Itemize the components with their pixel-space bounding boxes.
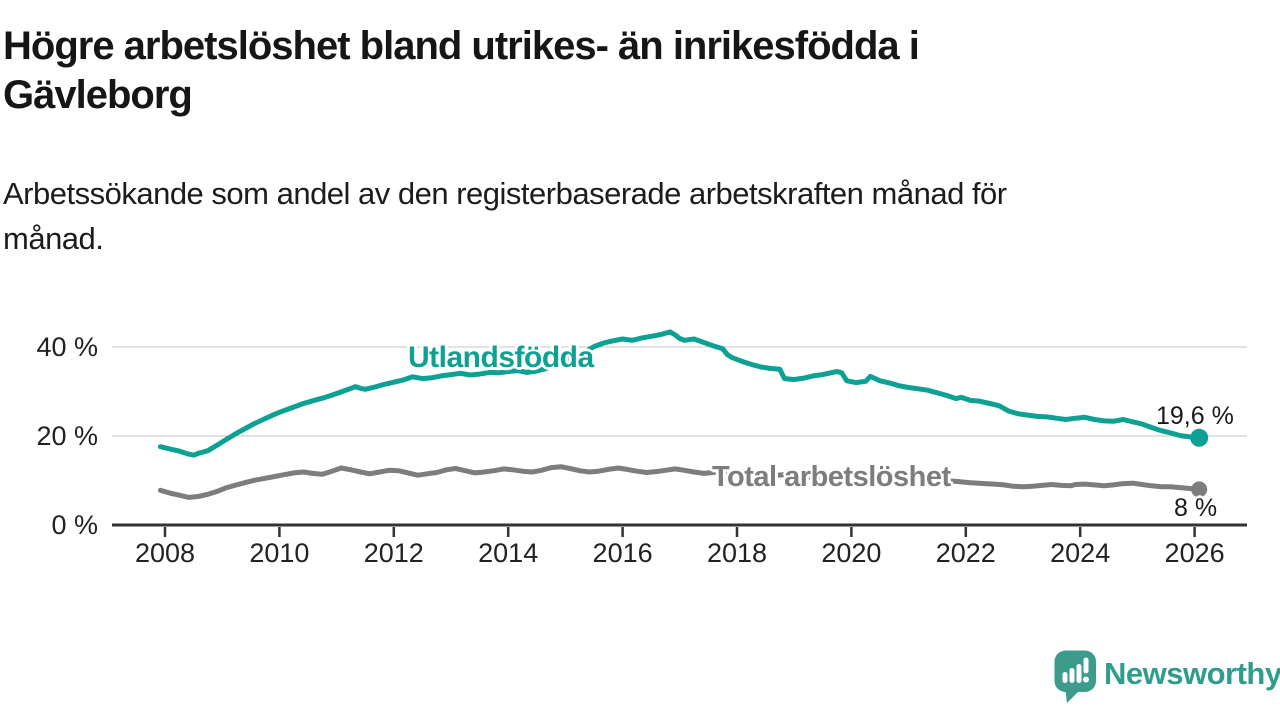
x-tick-label: 2012: [363, 538, 424, 568]
series-label-total-arbetsloshet: Total arbetslöshet: [712, 461, 951, 493]
page-title-line-1: Högre arbetslöshet bland utrikes- än inr…: [3, 24, 920, 68]
x-tick-label: 2026: [1164, 538, 1225, 568]
x-tick-label: 2020: [821, 538, 882, 568]
newsworthy-logo-icon: [1054, 650, 1096, 703]
newsworthy-brand-name: Newsworthy: [1104, 656, 1280, 691]
page-title: Högre arbetslöshet bland utrikes- än inr…: [3, 22, 1263, 120]
end-value-label-utlandsfodda: 19,6 %: [1156, 402, 1234, 430]
series-line-0: [157, 329, 1202, 458]
x-tick-label: 2014: [478, 538, 539, 568]
series-label-utlandsfodda: Utlandsfödda: [408, 341, 594, 374]
page-subtitle-line-1: Arbetssökande som andel av den registerb…: [3, 176, 1007, 211]
newsworthy-logo: Newsworthy: [1054, 649, 1280, 709]
page-title-line-2: Gävleborg: [3, 73, 193, 117]
y-tick-label: 20 %: [36, 421, 98, 451]
series-line-1: [157, 464, 1202, 500]
y-tick-label: 0 %: [51, 510, 98, 540]
y-tick-label: 40 %: [36, 332, 98, 362]
x-tick-label: 2016: [592, 538, 653, 568]
x-tick-label: 2008: [134, 538, 196, 568]
series-endpoint-dot-1: [1191, 481, 1208, 498]
end-value-label-total: 8 %: [1174, 494, 1218, 522]
series-endpoint-dot-0: [1190, 428, 1209, 447]
page-subtitle: Arbetssökande som andel av den registerb…: [3, 171, 1263, 261]
page-subtitle-line-2: månad.: [3, 221, 104, 256]
x-tick-label: 2018: [706, 538, 768, 568]
x-tick-label: 2024: [1050, 538, 1111, 568]
x-tick-label: 2010: [249, 538, 310, 568]
x-tick-label: 2022: [935, 538, 996, 568]
